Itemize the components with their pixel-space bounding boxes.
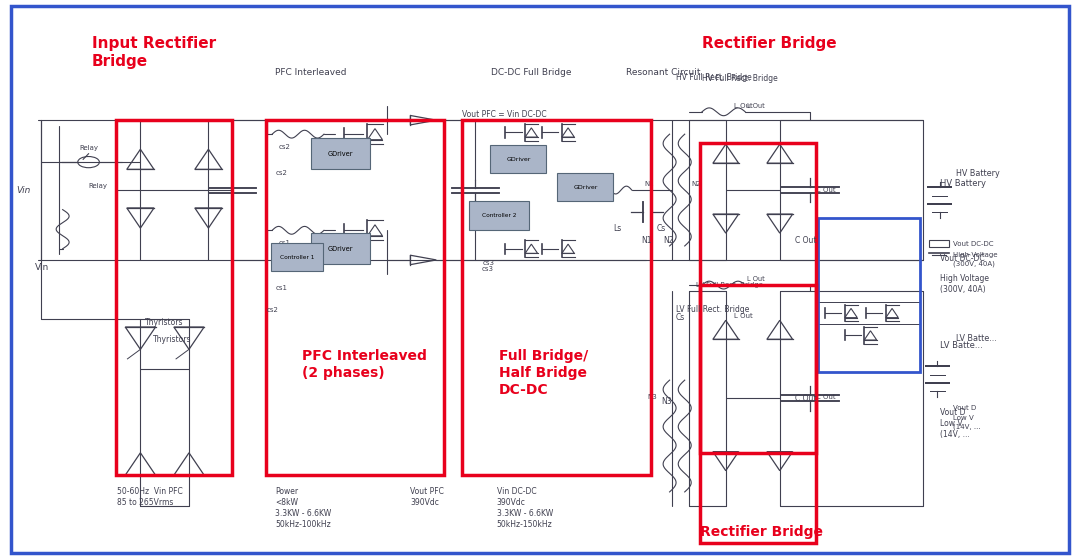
Text: cs2: cs2 [275,170,287,177]
Text: N2: N2 [691,182,701,187]
Bar [700,285,816,543]
Text: HV Full Rect. Bridge: HV Full Rect. Bridge [702,74,778,83]
Text: L Out: L Out [747,276,765,282]
Bar [490,145,546,173]
Text: Thyristors: Thyristors [145,318,184,327]
Text: (300V, 40A): (300V, 40A) [953,260,995,267]
Text: HV Full Rect. Bridge: HV Full Rect. Bridge [676,73,752,82]
Text: Controller 2: Controller 2 [482,213,516,217]
Text: Rectifier Bridge: Rectifier Bridge [702,36,837,51]
Text: Vin: Vin [35,263,49,272]
Text: Cs: Cs [676,313,686,322]
Text: DC-DC Full Bridge: DC-DC Full Bridge [491,68,572,77]
Text: LV Full Rect. Bridge: LV Full Rect. Bridge [696,282,762,288]
Bar [557,173,613,201]
Text: cs2: cs2 [279,266,291,272]
Text: L Out: L Out [734,103,753,110]
Text: Vout PFC
390Vdc: Vout PFC 390Vdc [410,487,444,507]
Text: Vout DC-DC: Vout DC-DC [940,254,984,263]
Text: Controller 1: Controller 1 [280,255,314,259]
Text: LV Batte...: LV Batte... [940,341,983,350]
Bar [700,143,816,453]
Text: Vout PFC = Vin DC-DC: Vout PFC = Vin DC-DC [462,110,546,119]
Text: GDriver: GDriver [327,151,353,157]
Text: cs3: cs3 [483,260,495,266]
Text: cs3: cs3 [482,266,494,272]
Text: C Out: C Out [816,187,836,193]
Text: C Out: C Out [795,236,816,245]
Text: GDriver: GDriver [573,185,597,190]
Text: N3: N3 [647,394,657,400]
Text: High Voltage
(300V, 40A): High Voltage (300V, 40A) [940,274,988,293]
Text: Input Rectifier
Bridge: Input Rectifier Bridge [92,36,216,69]
Text: Relay: Relay [79,145,98,151]
Text: Vout D
Low V
(14V, ...: Vout D Low V (14V, ... [940,408,970,439]
Text: cs2: cs2 [279,144,291,150]
Text: cs2: cs2 [267,307,279,314]
Text: Thyristors: Thyristors [153,335,192,344]
Text: Ls: Ls [603,173,611,182]
Text: Cs: Cs [657,224,666,233]
Text: Power
<8kW
3.3KW - 6.6KW
50kHz-100kHz: Power <8kW 3.3KW - 6.6KW 50kHz-100kHz [275,487,332,529]
Bar [462,120,651,475]
Bar [311,233,369,264]
Text: (14V, ...: (14V, ... [953,424,981,430]
Text: LV Batte...: LV Batte... [956,334,997,343]
Text: N1: N1 [642,236,652,245]
Text: N1: N1 [645,182,654,187]
Text: C Out: C Out [816,394,836,400]
Bar [266,120,444,475]
Bar [929,240,949,247]
Text: L Out: L Out [734,313,753,319]
Text: GDriver: GDriver [327,246,353,252]
Text: cs1: cs1 [279,240,291,247]
Bar [271,243,323,271]
Text: 50-60Hz  Vin PFC
85 to 265Vrms: 50-60Hz Vin PFC 85 to 265Vrms [117,487,183,507]
Bar [311,138,369,169]
Text: Relay: Relay [89,183,108,189]
Text: High Voltage: High Voltage [953,253,997,258]
Text: PFC Interleaved: PFC Interleaved [275,68,347,77]
Text: Low V: Low V [953,415,973,420]
Text: N3: N3 [661,397,672,406]
Text: Ls: Ls [613,224,622,233]
Text: Vout DC-DC: Vout DC-DC [953,241,994,247]
Text: LV Full Rect. Bridge: LV Full Rect. Bridge [676,305,750,314]
Bar [469,201,529,230]
Text: Rectifier Bridge: Rectifier Bridge [700,525,823,539]
Text: Full Bridge/
Half Bridge
DC-DC: Full Bridge/ Half Bridge DC-DC [499,349,589,397]
Text: Resonant Circuit: Resonant Circuit [626,68,701,77]
Text: cs1: cs1 [275,285,287,291]
Text: Vin: Vin [16,186,30,195]
Text: Vout D: Vout D [953,405,976,411]
Text: HV Battery: HV Battery [940,179,986,188]
Text: L Out: L Out [747,103,765,109]
Text: Vin DC-DC
390Vdc
3.3KW - 6.6KW
50kHz-150kHz: Vin DC-DC 390Vdc 3.3KW - 6.6KW 50kHz-150… [497,487,553,529]
Bar [818,218,920,372]
Bar [116,120,232,475]
Text: N2: N2 [663,236,674,245]
Text: C Out: C Out [795,394,816,403]
Text: GDriver: GDriver [507,157,530,162]
Text: HV Battery: HV Battery [956,169,1000,178]
Text: PFC Interleaved
(2 phases): PFC Interleaved (2 phases) [302,349,428,380]
